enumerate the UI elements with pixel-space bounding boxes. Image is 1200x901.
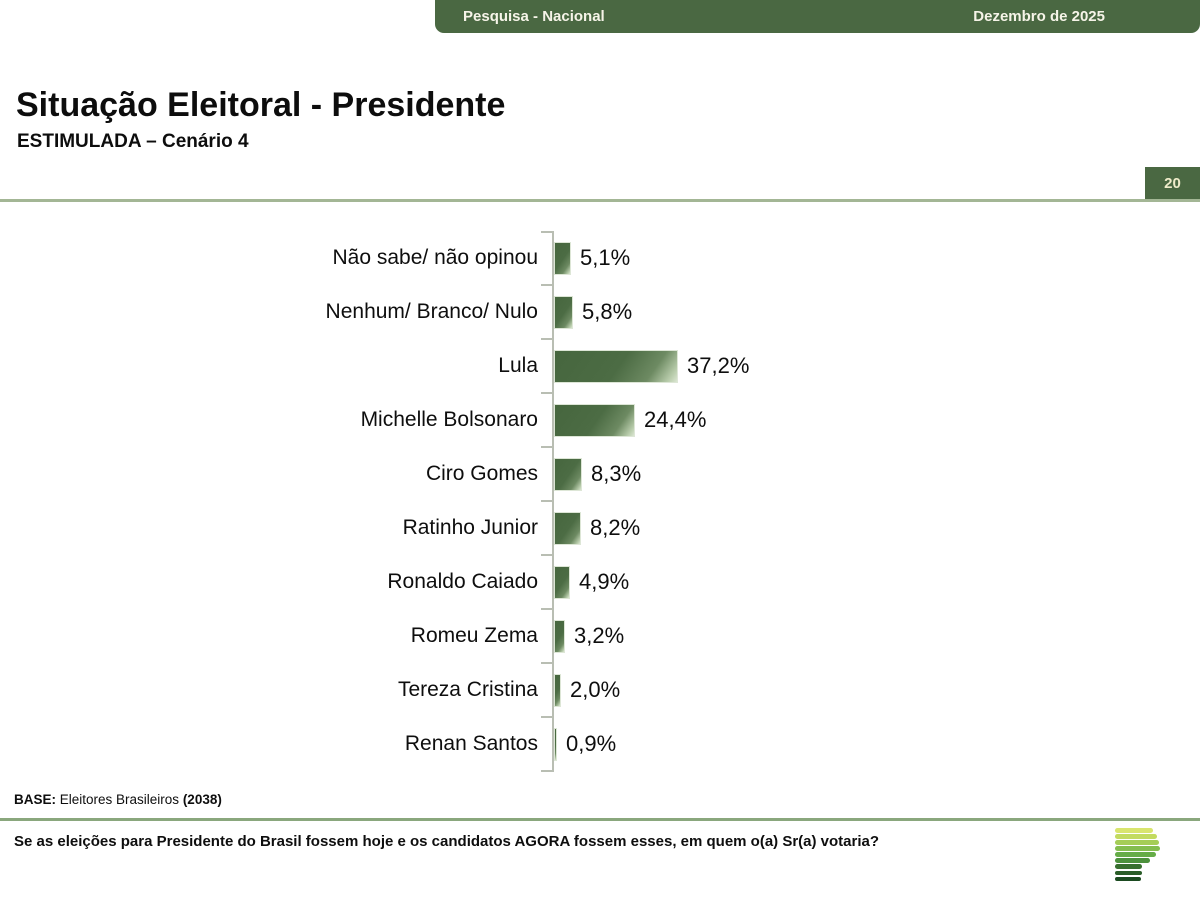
page-number-badge: 20 xyxy=(1145,167,1200,199)
category-label: Tereza Cristina xyxy=(397,678,538,701)
bar xyxy=(554,457,582,491)
logo-bar xyxy=(1115,870,1142,876)
value-label: 4,9% xyxy=(579,569,630,594)
header-date-label: Dezembro de 2025 xyxy=(973,8,1105,25)
survey-question: Se as eleições para Presidente do Brasil… xyxy=(14,833,880,850)
logo-bar xyxy=(1115,876,1141,882)
value-label: 24,4% xyxy=(644,407,707,432)
logo-bar xyxy=(1115,834,1157,839)
chart-row: Lula 37,2% xyxy=(0,339,1200,393)
chart-row: Romeu Zema 3,2% xyxy=(0,609,1200,663)
axis-tick xyxy=(541,231,552,233)
base-note: BASE: Eleitores Brasileiros (2038) xyxy=(14,792,222,807)
chart-row: Renan Santos 0,9% xyxy=(0,717,1200,771)
chart-axis xyxy=(552,231,554,772)
bar xyxy=(554,403,635,437)
logo-bar xyxy=(1115,852,1156,857)
bar xyxy=(554,511,581,545)
value-label: 8,3% xyxy=(591,461,642,486)
logo-bar xyxy=(1115,840,1159,845)
chart-rows: Não sabe/ não opinou 5,1% Nenhum/ Branco/ … xyxy=(0,231,1200,771)
bar xyxy=(554,295,573,329)
logo-bar xyxy=(1115,846,1160,851)
bar xyxy=(554,727,557,761)
logo-bar xyxy=(1115,864,1142,870)
axis-tick xyxy=(541,284,552,286)
header-bar: Pesquisa - Nacional Dezembro de 2025 xyxy=(435,0,1200,33)
chart-row: Michelle Bolsonaro 24,4% xyxy=(0,393,1200,447)
value-label: 37,2% xyxy=(687,353,750,378)
value-label: 2,0% xyxy=(570,677,621,702)
category-label: Ronaldo Caiado xyxy=(387,570,538,593)
axis-tick xyxy=(541,608,552,610)
chart-row: Nenhum/ Branco/ Nulo 5,8% xyxy=(0,285,1200,339)
base-text: Eleitores Brasileiros xyxy=(56,792,183,807)
value-label: 3,2% xyxy=(574,623,625,648)
axis-tick xyxy=(541,338,552,340)
category-label: Renan Santos xyxy=(404,732,538,755)
axis-tick xyxy=(541,716,552,718)
base-label: BASE: xyxy=(14,792,57,807)
axis-tick xyxy=(541,446,552,448)
axis-tick xyxy=(541,392,552,394)
category-label: Michelle Bolsonaro xyxy=(360,408,538,431)
chart-row: Não sabe/ não opinou 5,1% xyxy=(0,231,1200,285)
top-divider xyxy=(0,199,1200,202)
category-label: Romeu Zema xyxy=(410,624,538,647)
chart-row: Tereza Cristina 2,0% xyxy=(0,663,1200,717)
chart-row: Ratinho Junior 8,2% xyxy=(0,501,1200,555)
value-label: 5,1% xyxy=(580,245,631,270)
logo-bar xyxy=(1115,858,1150,864)
chart-row: Ciro Gomes 8,3% xyxy=(0,447,1200,501)
category-label: Não sabe/ não opinou xyxy=(332,246,539,269)
bar xyxy=(554,619,565,653)
bar-chart: Não sabe/ não opinou 5,1% Nenhum/ Branco/ … xyxy=(0,231,1200,773)
value-label: 8,2% xyxy=(590,515,641,540)
page-number: 20 xyxy=(1164,174,1181,192)
axis-tick xyxy=(541,554,552,556)
logo-bar xyxy=(1115,828,1153,833)
bar xyxy=(554,349,678,383)
page-title: Situação Eleitoral - Presidente xyxy=(16,86,506,124)
value-label: 5,8% xyxy=(582,299,633,324)
axis-tick xyxy=(541,662,552,664)
chart-row: Ronaldo Caiado 4,9% xyxy=(0,555,1200,609)
category-label: Ciro Gomes xyxy=(425,462,538,485)
axis-tick xyxy=(541,770,552,772)
bar xyxy=(554,241,571,275)
page-subtitle: ESTIMULADA – Cenário 4 xyxy=(17,131,249,152)
bar xyxy=(554,565,570,599)
category-label: Ratinho Junior xyxy=(402,516,538,539)
value-label: 0,9% xyxy=(566,731,617,756)
category-label: Nenhum/ Branco/ Nulo xyxy=(325,300,538,323)
base-count: (2038) xyxy=(182,792,222,807)
category-label: Lula xyxy=(498,354,538,377)
brand-logo xyxy=(1115,828,1165,884)
bar xyxy=(554,673,561,707)
bottom-divider xyxy=(0,818,1200,821)
header-survey-label: Pesquisa - Nacional xyxy=(463,8,605,25)
axis-tick xyxy=(541,500,552,502)
